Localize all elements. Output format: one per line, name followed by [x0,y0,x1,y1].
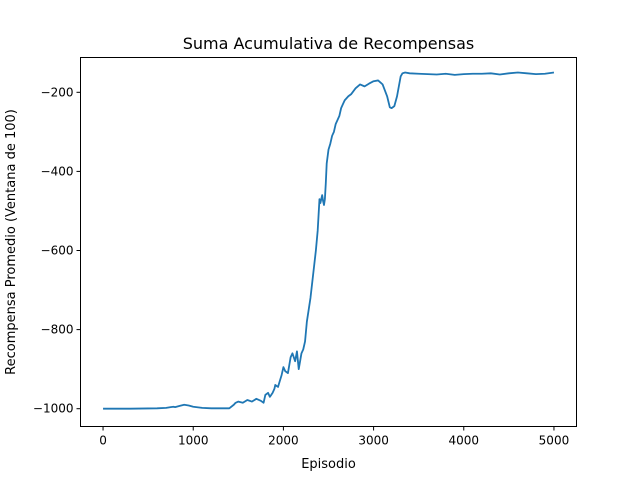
y-tick-label: −400 [41,164,74,178]
series-line [103,71,555,410]
y-tick-label: −800 [41,323,74,337]
axes-frame [80,57,577,427]
y-tick-label: −1000 [33,402,74,416]
y-axis: −1000 −800 −600 −400 −200 [33,85,81,416]
y-axis-label: Recompensa Promedio (Ventana de 100) [4,109,19,375]
x-axis-label: Episodio [301,457,356,472]
x-tick-label: 5000 [539,434,570,448]
y-tick-label: −200 [41,85,74,99]
x-tick-label: 3000 [358,434,389,448]
x-tick-label: 0 [99,434,107,448]
x-tick-label: 1000 [178,434,209,448]
y-tick-label: −600 [41,244,74,258]
plot-area [80,57,577,427]
x-axis: 0 1000 2000 3000 4000 5000 [99,426,570,448]
chart-title: Suma Acumulativa de Recompensas [183,34,475,53]
x-tick-label: 4000 [448,434,479,448]
x-tick-label: 2000 [268,434,299,448]
